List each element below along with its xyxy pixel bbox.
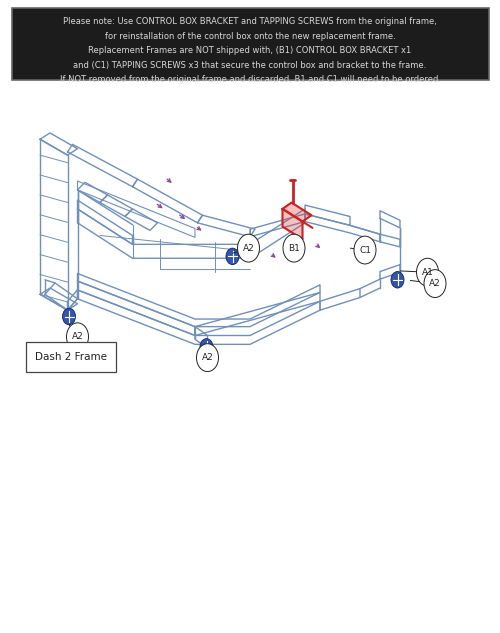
Polygon shape	[282, 209, 302, 239]
Text: Please note: Use CONTROL BOX BRACKET and TAPPING SCREWS from the original frame,: Please note: Use CONTROL BOX BRACKET and…	[63, 17, 437, 26]
Circle shape	[354, 236, 376, 264]
Text: C1: C1	[359, 246, 371, 254]
Text: A2: A2	[72, 332, 84, 341]
Circle shape	[196, 344, 218, 372]
FancyBboxPatch shape	[26, 342, 117, 372]
Circle shape	[66, 323, 88, 351]
Text: A2: A2	[429, 279, 441, 288]
Text: Replacement Frames are NOT shipped with, (B1) CONTROL BOX BRACKET x1: Replacement Frames are NOT shipped with,…	[88, 46, 411, 55]
Text: A1: A1	[422, 268, 434, 277]
Circle shape	[424, 270, 446, 298]
Text: Dash 2 Frame: Dash 2 Frame	[35, 352, 107, 362]
Circle shape	[283, 234, 305, 262]
Circle shape	[238, 234, 260, 262]
FancyBboxPatch shape	[12, 8, 488, 80]
Circle shape	[226, 248, 239, 265]
Circle shape	[391, 272, 404, 288]
Text: for reinstallation of the control box onto the new replacement frame.: for reinstallation of the control box on…	[104, 32, 396, 41]
Text: B1: B1	[288, 244, 300, 253]
Text: A2: A2	[202, 353, 213, 362]
Polygon shape	[282, 203, 312, 222]
Text: and (C1) TAPPING SCREWS x3 that secure the control box and bracket to the frame.: and (C1) TAPPING SCREWS x3 that secure t…	[74, 61, 426, 70]
Text: If NOT removed from the original frame and discarded, B1 and C1 will need to be : If NOT removed from the original frame a…	[60, 75, 440, 84]
Circle shape	[200, 339, 213, 355]
Circle shape	[62, 308, 76, 325]
Circle shape	[416, 258, 438, 286]
Text: A2: A2	[242, 244, 254, 253]
